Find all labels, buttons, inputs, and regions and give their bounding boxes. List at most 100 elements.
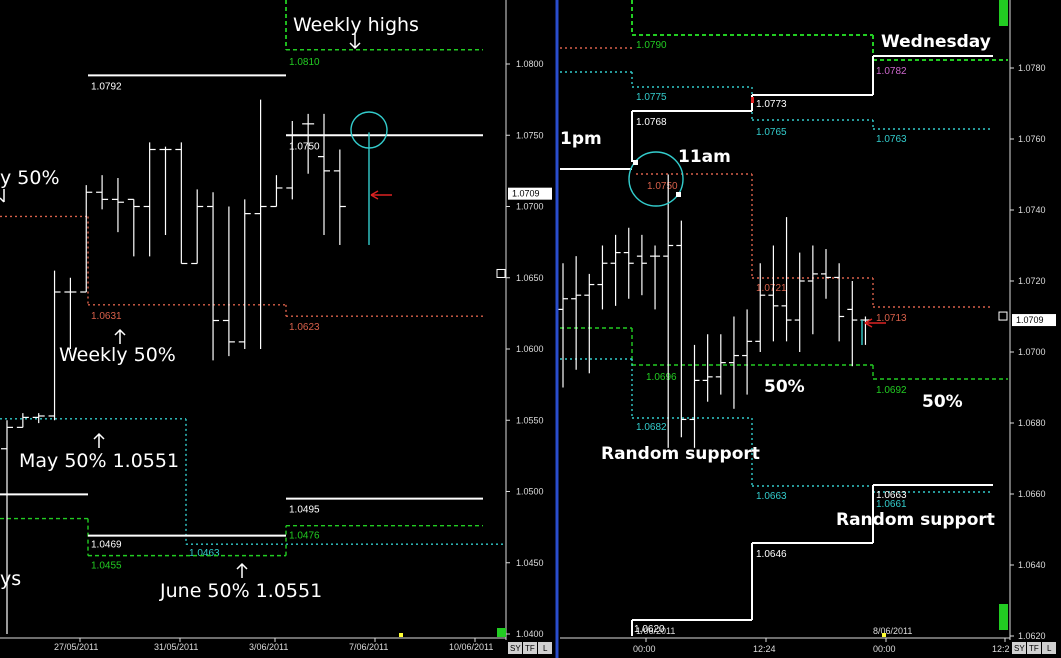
left-current-price-box <box>508 187 552 200</box>
right-y-tick-label: 1.0660 <box>1018 489 1046 499</box>
level-label-1-0773: 1.0773 <box>756 99 787 110</box>
level-label-1-0455: 1.0455 <box>91 561 122 572</box>
annotation-random-support-b: Random support <box>836 510 995 530</box>
left-y-tick-label: 1.0550 <box>516 415 544 425</box>
left-x-tick-label: 7/06/2011 <box>349 642 388 652</box>
arrow-up-icon <box>93 432 105 448</box>
level-label-1-0469: 1.0469 <box>91 540 122 551</box>
left-l-label: L <box>543 644 548 653</box>
right-l-button[interactable] <box>1042 642 1056 654</box>
right-scroll-handle <box>998 311 1008 321</box>
right-x-tick-label: 00:00 <box>873 644 896 654</box>
annotation-weekly-highs: Weekly highs <box>293 14 419 36</box>
left-x-tick-label: 27/05/2011 <box>54 642 98 652</box>
left-y-tick-label: 1.0600 <box>516 344 544 354</box>
level-label-1-0476: 1.0476 <box>289 531 320 542</box>
right-x-tick-label: 12:24 <box>753 644 776 654</box>
level-label-1-0663b: 1.0663 <box>876 490 907 501</box>
left-current-price-label: 1.0709 <box>512 189 540 199</box>
annotation-random-support-a: Random support <box>601 444 760 464</box>
level-label-1-0782: 1.0782 <box>876 66 907 77</box>
left-sy-button[interactable] <box>508 642 522 654</box>
level-label-1-0750: 1.0750 <box>289 141 320 152</box>
left-x-tick-label: 3/06/2011 <box>249 642 288 652</box>
level-label-1-0810: 1.0810 <box>289 57 320 68</box>
annotation-wednesday: Wednesday <box>881 32 991 52</box>
right-current-price-box <box>1012 314 1056 327</box>
left-y-tick-label: 1.0400 <box>516 629 544 639</box>
left-tf-button[interactable] <box>523 642 537 654</box>
left-y-tick-label: 1.0750 <box>516 130 544 140</box>
left-y-tick-label: 1.0700 <box>516 202 544 212</box>
annotation-1pm: 1pm <box>560 129 602 149</box>
red-arrow-head <box>370 190 379 200</box>
right-sy-button[interactable] <box>1012 642 1026 654</box>
level-label-1-0495: 1.0495 <box>289 505 320 516</box>
left-l-button[interactable] <box>538 642 552 654</box>
left-chart-panel: 1.0800 1.0750 1.0700 1.0650 1.0600 1.0550 1.05… <box>0 0 552 652</box>
right-y-tick-label: 1.0620 <box>1018 631 1046 641</box>
annotation-ys: ys <box>0 568 21 590</box>
right-date-label: 8/06/2011 <box>873 626 912 636</box>
red-arrow-head <box>864 318 873 328</box>
level-label-1-0713: 1.0713 <box>876 313 907 324</box>
left-x-tick-label: 10/06/2011 <box>449 642 493 652</box>
right-y-tick-label: 1.0700 <box>1018 347 1046 357</box>
level-label-1-0768: 1.0768 <box>636 117 667 128</box>
level-label-1-0750: 1.0750 <box>647 181 678 192</box>
right-l-label: L <box>1047 644 1052 653</box>
right-y-tick-label: 1.0760 <box>1018 134 1046 144</box>
level-label-1-0721: 1.0721 <box>756 283 787 294</box>
highlight-circle <box>628 151 684 207</box>
right-y-tick-label: 1.0640 <box>1018 560 1046 570</box>
left-x-tick-label: 31/05/2011 <box>154 642 198 652</box>
level-label-1-0763: 1.0763 <box>876 134 907 145</box>
left-tf-label: TF <box>525 644 535 653</box>
left-sy-label: SY <box>510 644 521 653</box>
highlight-circle <box>350 111 388 149</box>
right-sy-label: SY <box>1014 644 1025 653</box>
level-label-1-0790: 1.0790 <box>636 40 667 51</box>
level-label-1-0646: 1.0646 <box>756 549 787 560</box>
right-scroll-up[interactable] <box>999 0 1008 26</box>
left-y-tick-label: 1.0500 <box>516 487 544 497</box>
level-label-1-0696: 1.0696 <box>646 372 677 383</box>
marker-square <box>633 160 638 165</box>
level-label-1-0623: 1.0623 <box>289 322 320 333</box>
left-scroll-handle <box>496 268 506 278</box>
level-label-1-0631: 1.0631 <box>91 311 122 322</box>
right-x-tick-label: 00:00 <box>633 644 656 654</box>
right-time-marker <box>882 633 886 637</box>
level-label-1-0663: 1.0663 <box>756 491 787 502</box>
right-tf-button[interactable] <box>1027 642 1041 654</box>
arrow-down-icon <box>0 189 5 203</box>
right-y-tick-label: 1.0780 <box>1018 63 1046 73</box>
right-scroll-down[interactable] <box>999 604 1008 630</box>
annotation-50-a: 50% <box>764 377 805 397</box>
left-time-marker <box>399 633 403 637</box>
level-label-1-0661: 1.0661 <box>876 499 907 510</box>
arrow-down-icon <box>349 34 361 50</box>
right-tf-label: TF <box>1029 644 1039 653</box>
left-y-tick-label: 1.0450 <box>516 558 544 568</box>
right-x-tick-label: 12:2 <box>992 644 1010 654</box>
annotation-y-50: y 50% <box>0 167 60 189</box>
annotation-weekly-50: Weekly 50% <box>59 344 176 366</box>
annotation-may-50: May 50% 1.0551 <box>19 450 179 472</box>
right-y-tick-label: 1.0740 <box>1018 205 1046 215</box>
annotation-june-50: June 50% 1.0551 <box>159 580 322 602</box>
left-status-square <box>497 628 506 637</box>
right-y-tick-label: 1.0680 <box>1018 418 1046 428</box>
arrow-up-icon <box>236 562 248 578</box>
right-toolbar: SY TF L <box>999 0 1056 654</box>
left-y-tick-label: 1.0650 <box>516 273 544 283</box>
level-label-1-0463: 1.0463 <box>189 548 220 559</box>
right-current-price-label: 1.0709 <box>1016 315 1044 325</box>
right-chart-panel: 1.0780 1.0760 1.0740 1.0720 1.0700 1.0680 1.06… <box>558 0 1056 654</box>
level-label-1-0765: 1.0765 <box>756 127 787 138</box>
level-label-1-0692: 1.0692 <box>876 385 907 396</box>
right-y-tick-label: 1.0720 <box>1018 276 1046 286</box>
right-date-label: 1/06/2011 <box>636 626 675 636</box>
left-y-tick-label: 1.0800 <box>516 59 544 69</box>
arrow-up-icon <box>114 328 126 344</box>
